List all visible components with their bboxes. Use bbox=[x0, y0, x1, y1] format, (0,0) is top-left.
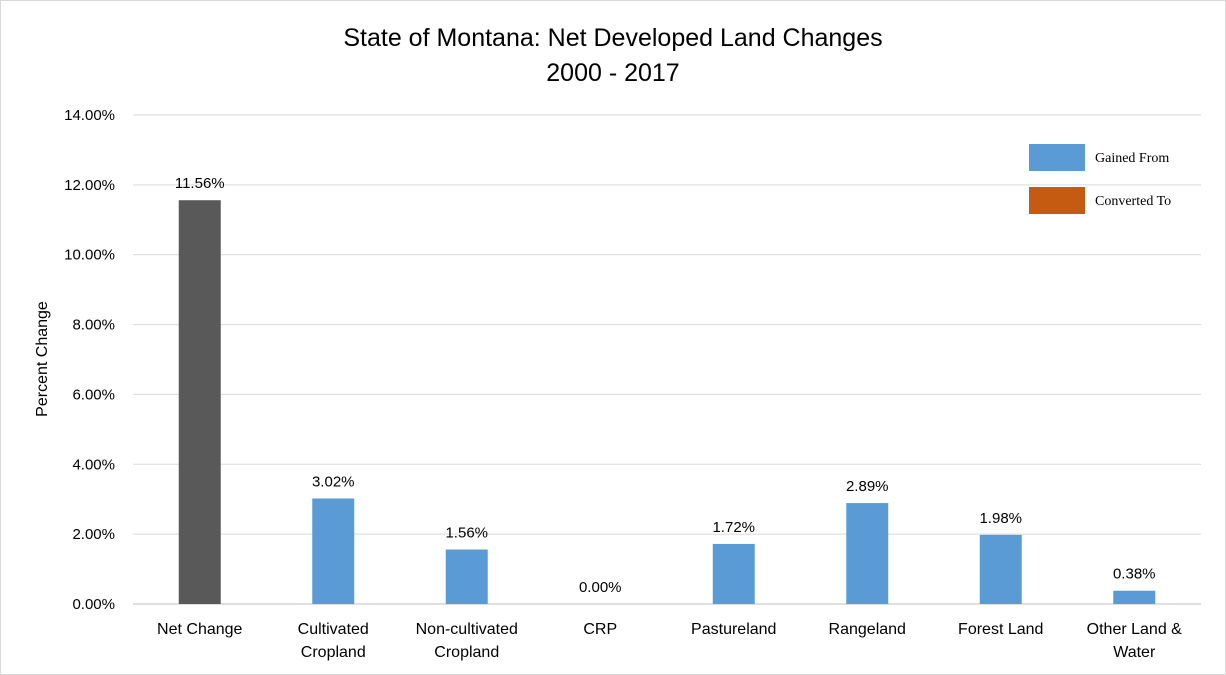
bars bbox=[178, 200, 1156, 604]
y-tick-label: 0.00% bbox=[72, 596, 115, 613]
bar bbox=[979, 534, 1022, 604]
y-tick-label: 8.00% bbox=[72, 317, 115, 334]
bar bbox=[846, 503, 889, 604]
data-labels: 11.56% 3.02% 1.56% 0.00% 1.72% 2.89% 1.98% 0.38… bbox=[175, 175, 1156, 596]
y-tick-label: 2.00% bbox=[72, 526, 115, 543]
y-tick-label: 4.00% bbox=[72, 456, 115, 473]
chart-title: State of Montana: Net Developed Land Cha… bbox=[343, 24, 882, 52]
y-tick-label: 6.00% bbox=[72, 386, 115, 403]
y-tick-label: 14.00% bbox=[64, 107, 115, 124]
x-category-label: CRP bbox=[583, 621, 617, 638]
x-category-label: Rangeland bbox=[829, 621, 906, 638]
x-category-label: Other Land & bbox=[1087, 621, 1183, 638]
x-category-label: Cropland bbox=[434, 644, 499, 661]
chart-subtitle: 2000 - 2017 bbox=[546, 59, 679, 87]
x-category-label: Forest Land bbox=[958, 621, 1043, 638]
x-category-label: Cultivated bbox=[298, 621, 369, 638]
y-axis-ticks: 0.00% 2.00% 4.00% 6.00% 8.00% 10.00% 12.00% 14.… bbox=[64, 107, 115, 613]
data-label: 1.72% bbox=[712, 519, 755, 536]
bar bbox=[178, 200, 221, 604]
legend-swatch bbox=[1029, 187, 1085, 214]
x-category-label: Cropland bbox=[301, 644, 366, 661]
data-label: 3.02% bbox=[312, 474, 355, 491]
data-label: 2.89% bbox=[846, 478, 889, 495]
gridlines bbox=[133, 114, 1201, 605]
legend: Gained From Converted To bbox=[1029, 144, 1171, 214]
bar bbox=[712, 543, 755, 604]
x-category-label: Net Change bbox=[157, 621, 242, 638]
x-category-label: Pastureland bbox=[691, 621, 776, 638]
data-label: 1.98% bbox=[979, 510, 1022, 527]
bar bbox=[312, 498, 355, 604]
data-label: 0.38% bbox=[1113, 566, 1156, 583]
bar bbox=[1113, 590, 1156, 604]
data-label: 0.00% bbox=[579, 579, 622, 596]
bar bbox=[445, 549, 488, 604]
data-label: 11.56% bbox=[175, 175, 225, 192]
y-tick-label: 12.00% bbox=[64, 177, 115, 194]
y-tick-label: 10.00% bbox=[64, 247, 115, 264]
x-category-label: Water bbox=[1113, 644, 1156, 661]
legend-label: Converted To bbox=[1095, 194, 1171, 209]
legend-swatch bbox=[1029, 144, 1085, 171]
data-label: 1.56% bbox=[445, 525, 488, 542]
y-axis-label: Percent Change bbox=[34, 301, 51, 417]
x-axis-categories: Net Change Cultivated Cropland Non-cultivat… bbox=[157, 621, 1182, 661]
legend-label: Gained From bbox=[1095, 151, 1169, 166]
x-category-label: Non-cultivated bbox=[416, 621, 518, 638]
